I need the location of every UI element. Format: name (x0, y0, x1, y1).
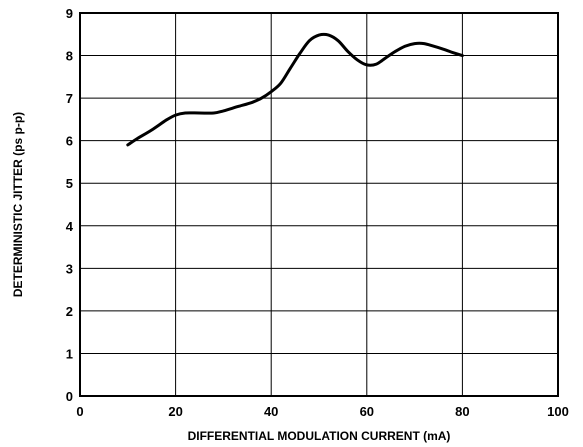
x-tick-label: 100 (547, 404, 569, 419)
y-tick-label: 6 (66, 134, 73, 149)
y-tick-labels: 0 1 2 3 4 5 6 7 8 9 (66, 6, 74, 404)
y-tick-label: 0 (66, 389, 73, 404)
y-tick-label: 3 (66, 261, 73, 276)
y-tick-label: 9 (66, 6, 73, 21)
x-tick-label: 60 (360, 404, 374, 419)
series-line (126, 32, 464, 147)
plot-frame (79, 12, 559, 397)
y-tick-label: 5 (66, 176, 73, 191)
x-tick-labels: 0 20 40 60 80 100 (76, 404, 568, 419)
plot-series (126, 32, 464, 147)
x-tick-label: 40 (264, 404, 278, 419)
y-tick-label: 7 (66, 91, 73, 106)
grid-lines (79, 12, 559, 397)
x-tick-label: 20 (168, 404, 182, 419)
x-tick-label: 80 (455, 404, 469, 419)
y-tick-label: 8 (66, 49, 73, 64)
x-axis-title: DIFFERENTIAL MODULATION CURRENT (mA) (188, 429, 451, 443)
y-axis-title: DETERMINISTIC JITTER (ps p-p) (11, 112, 25, 297)
y-tick-label: 2 (66, 304, 73, 319)
x-tick-label: 0 (76, 404, 83, 419)
y-tick-label: 1 (66, 346, 73, 361)
y-tick-label: 4 (66, 219, 74, 234)
